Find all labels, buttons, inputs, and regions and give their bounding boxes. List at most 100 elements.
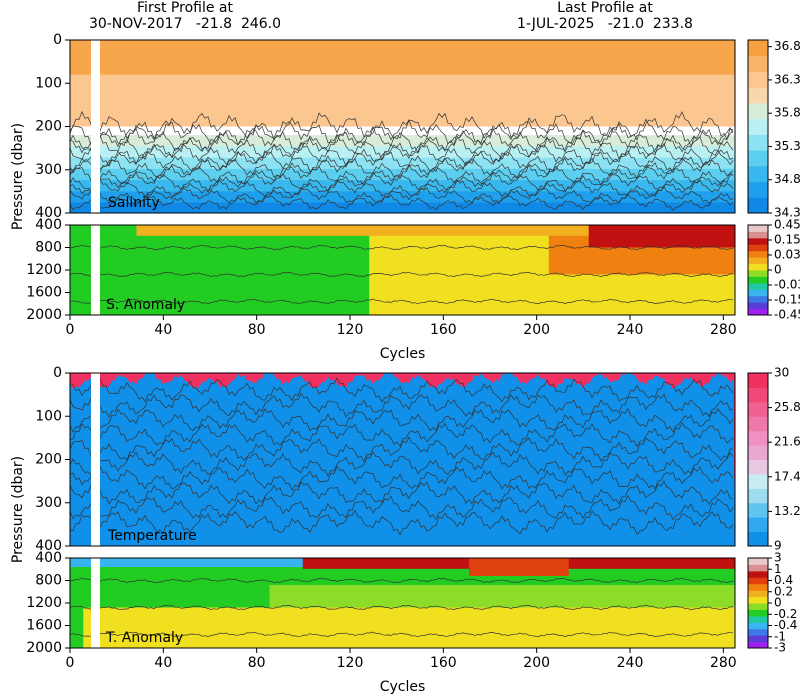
colorbar-label: -0.4: [774, 618, 797, 632]
contour-line: [70, 408, 734, 433]
field-patch: [588, 225, 735, 248]
y-tick-label: 800: [35, 240, 62, 256]
colorbar-swatch: [748, 308, 768, 316]
colorbar-swatch: [748, 257, 768, 265]
colorbar-swatch: [748, 459, 768, 475]
y-tick-label: 1600: [26, 618, 62, 634]
colorbar-label: 30: [774, 366, 789, 380]
y-tick-label: 2000: [26, 640, 62, 656]
panel-label: Temperature: [107, 528, 197, 544]
x-tick-label: 120: [337, 322, 364, 338]
colorbar-swatch: [748, 289, 768, 297]
colorbar-frame: [747, 372, 769, 547]
contour-line: [70, 480, 734, 506]
contour-line: [70, 118, 734, 148]
colorbar-swatch: [748, 165, 768, 183]
colorbar-swatch: [748, 237, 768, 245]
colorbar-swatch: [748, 635, 768, 643]
colorbar-label: 36.8: [774, 39, 800, 53]
x-tick-label: 280: [710, 322, 737, 338]
colorbar-swatch: [748, 55, 768, 72]
colorbar-swatch: [748, 603, 768, 610]
x-tick-label: 200: [523, 655, 550, 671]
contour-line: [70, 164, 734, 186]
colorbar-label: 3: [774, 551, 782, 565]
colorbar-label: -0.2: [774, 607, 797, 621]
colorbar-swatch: [748, 118, 768, 135]
colorbar-swatch: [748, 517, 768, 533]
colorbar-swatch: [748, 488, 768, 504]
field-patch: [269, 585, 735, 608]
y-tick-label: 200: [35, 452, 62, 468]
colorbar-swatch: [748, 302, 768, 310]
y-tick-label: 1600: [26, 285, 62, 301]
y-tick-label: 300: [35, 162, 62, 178]
field-patch: [91, 558, 100, 648]
colorbar-label: 0.15: [774, 233, 800, 247]
colorbar-swatch: [748, 473, 768, 489]
colorbar-swatch: [748, 609, 768, 617]
colorbar-label: -0.03: [774, 278, 800, 292]
colorbar-label: 13.2: [774, 504, 800, 518]
colorbar-swatch: [748, 250, 768, 258]
colorbar-swatch: [748, 270, 768, 277]
colorbar-label: 34.8: [774, 172, 800, 186]
last-label: Last Profile at: [557, 0, 653, 16]
colorbar-swatch: [748, 282, 768, 290]
colorbar-swatch: [748, 558, 768, 565]
x-tick-label: 120: [337, 655, 364, 671]
colorbar-swatch: [748, 244, 768, 252]
colorbar-swatch: [748, 430, 768, 446]
colorbar-swatch: [748, 531, 768, 547]
colorbar-swatch: [748, 387, 768, 403]
colorbar-swatch: [748, 416, 768, 432]
colorbar-label: 9: [774, 539, 782, 553]
colorbar-swatch: [748, 596, 768, 604]
colorbar-swatch: [748, 102, 768, 120]
colorbar-swatch: [748, 564, 768, 572]
y-tick-label: 1200: [26, 595, 62, 611]
plot-field: [70, 558, 735, 648]
colorbar-swatch: [748, 40, 768, 57]
field-patch: [91, 373, 100, 546]
x-tick-label: 280: [710, 655, 737, 671]
colorbar-swatch: [748, 373, 768, 388]
x-axis-label: Cycles: [380, 346, 426, 362]
plot-field: [70, 373, 735, 546]
x-tick-label: 40: [154, 322, 172, 338]
field-patch: [70, 202, 735, 213]
x-tick-label: 80: [248, 322, 266, 338]
colorbar-label: -0.45: [774, 308, 800, 322]
colorbar-label: 0: [774, 596, 782, 610]
colorbar-label: 1: [774, 562, 782, 576]
y-tick-label: 400: [35, 538, 62, 554]
field-patch: [83, 607, 735, 648]
contour-line: [70, 631, 734, 638]
contour-line: [70, 422, 734, 448]
x-tick-label: 200: [523, 322, 550, 338]
colorbar-label: 35.3: [774, 139, 800, 153]
y-tick-label: 0: [53, 32, 62, 48]
x-tick-label: 240: [617, 655, 644, 671]
colorbar-label: 25.8: [774, 400, 800, 414]
first-label: First Profile at: [137, 0, 233, 16]
colorbar-swatch: [748, 150, 768, 167]
y-tick-label: 100: [35, 75, 62, 91]
colorbar-swatch: [748, 590, 768, 598]
colorbar-swatch: [748, 225, 768, 232]
y-axis-label: Pressure (dbar): [10, 456, 26, 563]
x-tick-label: 0: [66, 322, 75, 338]
contour-line: [70, 436, 734, 463]
x-axis-label: Cycles: [380, 679, 426, 695]
x-tick-label: 240: [617, 322, 644, 338]
colorbar-label: 0.45: [774, 218, 800, 232]
panel-label: S. Anomaly: [106, 297, 185, 313]
colorbar-label: 35.8: [774, 106, 800, 120]
y-tick-label: 200: [35, 119, 62, 135]
colorbar-label: 0.03: [774, 248, 800, 262]
colorbar-label: 34.3: [774, 206, 800, 220]
colorbar-label: 21.6: [774, 435, 800, 449]
colorbar-label: 0: [774, 263, 782, 277]
contour-line: [70, 244, 734, 251]
contour-line: [70, 271, 734, 278]
